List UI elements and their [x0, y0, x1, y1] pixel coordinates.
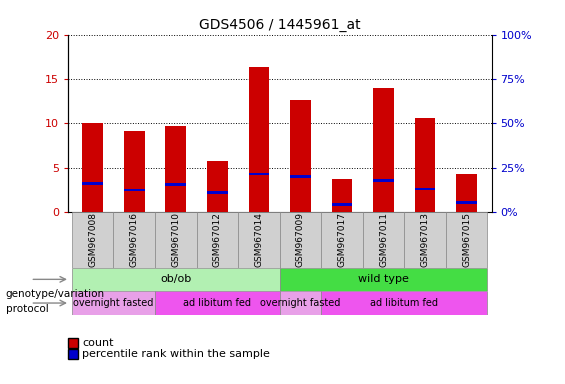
Text: percentile rank within the sample: percentile rank within the sample — [82, 349, 270, 359]
Bar — [124, 189, 145, 191]
Text: GSM967017: GSM967017 — [337, 212, 346, 267]
Text: GSM967011: GSM967011 — [379, 212, 388, 267]
FancyBboxPatch shape — [238, 212, 280, 268]
FancyBboxPatch shape — [72, 212, 114, 268]
Text: GSM967015: GSM967015 — [462, 212, 471, 267]
Text: GSM967008: GSM967008 — [88, 212, 97, 267]
FancyBboxPatch shape — [446, 212, 488, 268]
Text: GSM967009: GSM967009 — [296, 212, 305, 267]
Bar — [373, 88, 394, 212]
Text: GSM967012: GSM967012 — [213, 212, 222, 267]
Bar — [290, 100, 311, 212]
Bar — [290, 175, 311, 178]
Text: protocol: protocol — [6, 304, 49, 314]
Bar — [249, 173, 270, 175]
FancyBboxPatch shape — [280, 268, 488, 291]
Text: GSM967010: GSM967010 — [171, 212, 180, 267]
Text: overnight fasted: overnight fasted — [73, 298, 154, 308]
Bar — [457, 201, 477, 204]
Text: genotype/variation: genotype/variation — [6, 289, 105, 299]
Bar — [82, 182, 103, 185]
Bar — [373, 179, 394, 182]
Bar — [415, 188, 436, 190]
FancyBboxPatch shape — [72, 291, 155, 315]
Text: ad libitum fed: ad libitum fed — [370, 298, 438, 308]
Bar — [332, 203, 353, 205]
Bar — [457, 174, 477, 212]
FancyBboxPatch shape — [405, 212, 446, 268]
FancyBboxPatch shape — [363, 212, 405, 268]
Bar — [124, 131, 145, 212]
FancyBboxPatch shape — [114, 212, 155, 268]
Title: GDS4506 / 1445961_at: GDS4506 / 1445961_at — [199, 18, 360, 32]
Bar — [207, 161, 228, 212]
FancyBboxPatch shape — [280, 212, 321, 268]
Text: ob/ob: ob/ob — [160, 274, 192, 284]
Bar — [166, 126, 186, 212]
Text: GSM967016: GSM967016 — [130, 212, 139, 267]
Text: count: count — [82, 338, 114, 348]
Bar — [82, 123, 103, 212]
Text: GSM967014: GSM967014 — [254, 212, 263, 267]
Bar — [415, 118, 436, 212]
Bar — [249, 68, 270, 212]
Bar — [207, 191, 228, 194]
FancyBboxPatch shape — [321, 212, 363, 268]
FancyBboxPatch shape — [155, 291, 280, 315]
FancyBboxPatch shape — [321, 291, 488, 315]
Bar — [332, 179, 353, 212]
FancyBboxPatch shape — [280, 291, 321, 315]
Text: GSM967013: GSM967013 — [420, 212, 429, 267]
Text: ad libitum fed: ad libitum fed — [184, 298, 251, 308]
Text: overnight fasted: overnight fasted — [260, 298, 341, 308]
FancyBboxPatch shape — [155, 212, 197, 268]
FancyBboxPatch shape — [72, 268, 280, 291]
Text: wild type: wild type — [358, 274, 409, 284]
FancyBboxPatch shape — [197, 212, 238, 268]
Bar — [166, 183, 186, 186]
